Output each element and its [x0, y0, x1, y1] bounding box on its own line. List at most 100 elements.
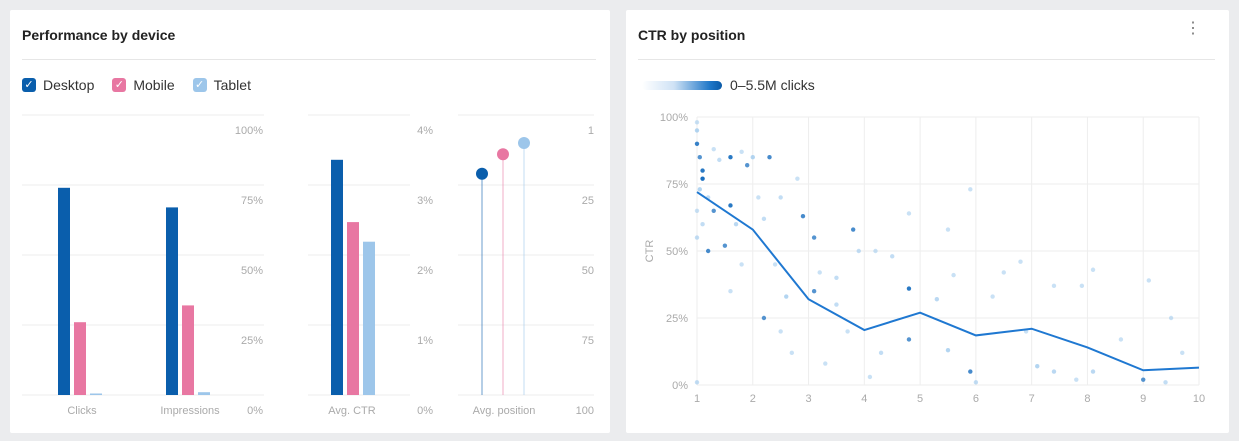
scatter-point — [697, 187, 702, 192]
x-tick-label: 8 — [1084, 393, 1090, 405]
scatter-point — [694, 128, 700, 133]
scatter-point — [750, 155, 755, 160]
y-tick-label: 3% — [417, 195, 433, 207]
scatter-point — [951, 272, 956, 278]
y-tick-label: 2% — [417, 265, 433, 277]
scatter-point — [1051, 283, 1057, 289]
scatter-point — [906, 337, 912, 342]
scatter-point — [694, 141, 700, 146]
scatter-point — [1035, 364, 1040, 369]
ctr-scatter-chart: 0% 25% 50% 75% 100% 1 2 3 4 5 6 7 8 9 10 CTR — [644, 112, 1205, 405]
lollipop-dot-desktop — [476, 167, 488, 180]
scatter-point — [1141, 377, 1146, 382]
scatter-point — [878, 350, 884, 356]
y-axis-label: CTR — [644, 240, 656, 263]
scatter-point — [906, 286, 912, 291]
x-tick-label: 10 — [1193, 393, 1205, 405]
scatter-point — [700, 168, 705, 173]
scatter-point — [811, 289, 817, 294]
scatter-point — [845, 329, 850, 334]
scatter-point — [817, 270, 822, 275]
x-tick-label: 7 — [1029, 393, 1035, 405]
legend-label: Desktop — [43, 77, 95, 93]
scatter-point — [700, 176, 705, 181]
scatter-point — [700, 222, 705, 227]
scatter-point — [761, 315, 767, 321]
scatter-point — [697, 155, 702, 160]
average-ctr-line — [696, 191, 1200, 372]
ctr-by-position-panel: 0% 25% 50% 75% 100% 1 2 3 4 5 6 7 8 9 10 CTR CTR by pos… — [626, 10, 1229, 433]
scatter-point — [990, 294, 995, 299]
bar-mobile — [74, 322, 86, 395]
y-tick-label: 100% — [660, 112, 688, 124]
clicks-gradient-scale — [642, 81, 722, 90]
bar-mobile — [347, 222, 359, 395]
legend-desktop-checkbox[interactable]: ✓ Desktop — [22, 77, 94, 93]
x-tick-label: Clicks — [67, 405, 97, 417]
x-tick-label: 3 — [805, 393, 811, 405]
scatter-point — [1118, 337, 1124, 342]
bar-tablet — [363, 241, 375, 395]
scatter-point — [778, 329, 783, 334]
y-tick-label: 75% — [241, 195, 263, 207]
scatter-point — [745, 163, 750, 168]
y-tick-label: 75 — [582, 335, 594, 347]
scatter-point — [728, 203, 733, 208]
scatter-point — [789, 350, 795, 356]
scatter-point — [795, 176, 800, 181]
y-tick-label: 0% — [672, 380, 688, 392]
y-tick-label: 50% — [666, 246, 688, 258]
lollipop-dot-mobile — [497, 148, 509, 161]
scatter-point — [856, 248, 861, 254]
scatter-point — [728, 155, 733, 160]
scatter-point — [1001, 270, 1006, 275]
bar-tablet — [90, 393, 102, 395]
y-tick-label: 25% — [241, 335, 263, 347]
x-tick-label: Avg. position — [473, 405, 536, 417]
scatter-point — [733, 222, 739, 227]
legend-tablet-checkbox[interactable]: ✓ Tablet — [192, 77, 251, 93]
divider — [22, 59, 596, 60]
scatter-point — [906, 211, 912, 216]
scatter-point — [973, 380, 979, 385]
x-tick-label: 9 — [1140, 393, 1146, 405]
panel-title: CTR by position — [638, 27, 746, 43]
legend-mobile-checkbox[interactable]: ✓ Mobile — [112, 77, 175, 93]
y-tick-label: 50% — [241, 265, 263, 277]
scatter-point — [694, 380, 700, 385]
y-tick-label: 1 — [588, 125, 594, 137]
x-tick-label: Avg. CTR — [328, 405, 376, 417]
x-tick-label: 2 — [750, 393, 756, 405]
y-tick-label: 0% — [247, 405, 263, 417]
y-tick-label: 4% — [417, 125, 433, 137]
gradient-label: 0–5.5M clicks — [730, 77, 815, 93]
scatter-point — [867, 374, 873, 380]
scatter-point — [705, 248, 711, 254]
scatter-point — [1146, 278, 1151, 283]
scatter-point — [1074, 377, 1079, 382]
scatter-point — [1168, 315, 1174, 321]
scatter-point — [784, 294, 789, 299]
checkbox-checked-icon: ✓ — [22, 78, 36, 92]
scatter-point — [945, 227, 951, 232]
scatter-point — [711, 208, 716, 213]
scatter-point — [1163, 380, 1168, 385]
scatter-point — [934, 297, 940, 302]
divider — [638, 59, 1215, 60]
scatter-point — [800, 213, 806, 219]
scatter-point — [728, 289, 733, 294]
kebab-menu-icon[interactable]: ⋮ — [1185, 20, 1201, 37]
legend-label: Mobile — [133, 77, 175, 93]
scatter-point — [694, 235, 700, 240]
scatter-point — [1090, 369, 1096, 374]
y-tick-label: 25 — [582, 195, 594, 207]
scatter-point — [756, 195, 761, 200]
performance-by-device-panel: 100% 75% 50% 25% 0% Clicks Impressions 4% 3% 2% 1%… — [10, 10, 610, 433]
scatter-point — [1090, 267, 1096, 272]
checkbox-checked-icon: ✓ — [192, 78, 207, 92]
y-tick-label: 75% — [666, 179, 688, 191]
bar-desktop — [58, 187, 70, 395]
scatter-point — [717, 157, 722, 163]
x-tick-label: 5 — [917, 393, 923, 405]
scatter-point — [772, 262, 778, 267]
